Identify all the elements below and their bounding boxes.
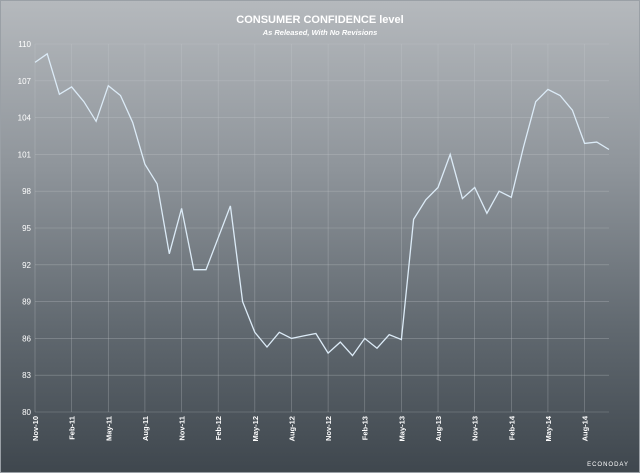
x-tick-label: May-13 xyxy=(397,416,406,441)
y-tick-label: 95 xyxy=(22,224,31,233)
x-tick-label: Nov-11 xyxy=(178,416,187,441)
x-tick-label: Aug-11 xyxy=(141,416,150,441)
x-tick-label: May-11 xyxy=(104,416,113,441)
y-tick-label: 110 xyxy=(18,40,31,49)
y-tick-label: 80 xyxy=(22,408,31,417)
x-tick-label: Nov-10 xyxy=(31,416,40,441)
x-tick-label: Aug-14 xyxy=(581,415,590,441)
x-tick-label: Nov-12 xyxy=(324,416,333,441)
chart-title: CONSUMER CONFIDENCE level xyxy=(236,14,403,26)
y-tick-label: 86 xyxy=(22,334,31,343)
y-tick-label: 101 xyxy=(18,150,32,159)
consumer-confidence-line xyxy=(34,52,610,357)
x-tick-label: Feb-14 xyxy=(507,415,516,440)
x-tick-label: Feb-11 xyxy=(68,416,77,440)
x-tick-label: May-12 xyxy=(251,416,260,441)
x-tick-label: Feb-13 xyxy=(361,416,370,440)
chart-subtitle: As Released, With No Revisions xyxy=(262,28,378,37)
x-axis-ticks: Nov-10 Feb-11 May-11 Aug-11 Nov-11 Feb-12 May-… xyxy=(31,415,590,441)
y-tick-label: 83 xyxy=(22,371,31,380)
y-axis-ticks: 80 83 86 89 92 95 98 101 104 107 110 xyxy=(18,40,32,417)
y-tick-label: 104 xyxy=(18,114,32,123)
y-tick-label: 98 xyxy=(22,187,31,196)
econoday-logo: ECONODAY xyxy=(587,462,629,468)
y-tick-label: 89 xyxy=(22,298,31,307)
x-tick-label: Nov-13 xyxy=(471,416,480,441)
x-tick-label: Aug-12 xyxy=(287,416,296,441)
y-tick-label: 107 xyxy=(18,77,32,86)
y-tick-label: 92 xyxy=(22,261,31,270)
x-tick-label: Feb-12 xyxy=(214,416,223,440)
x-tick-label: Aug-13 xyxy=(434,416,443,441)
series-layer xyxy=(34,52,610,357)
gridlines xyxy=(34,43,609,413)
x-tick-label: May-14 xyxy=(544,415,553,441)
